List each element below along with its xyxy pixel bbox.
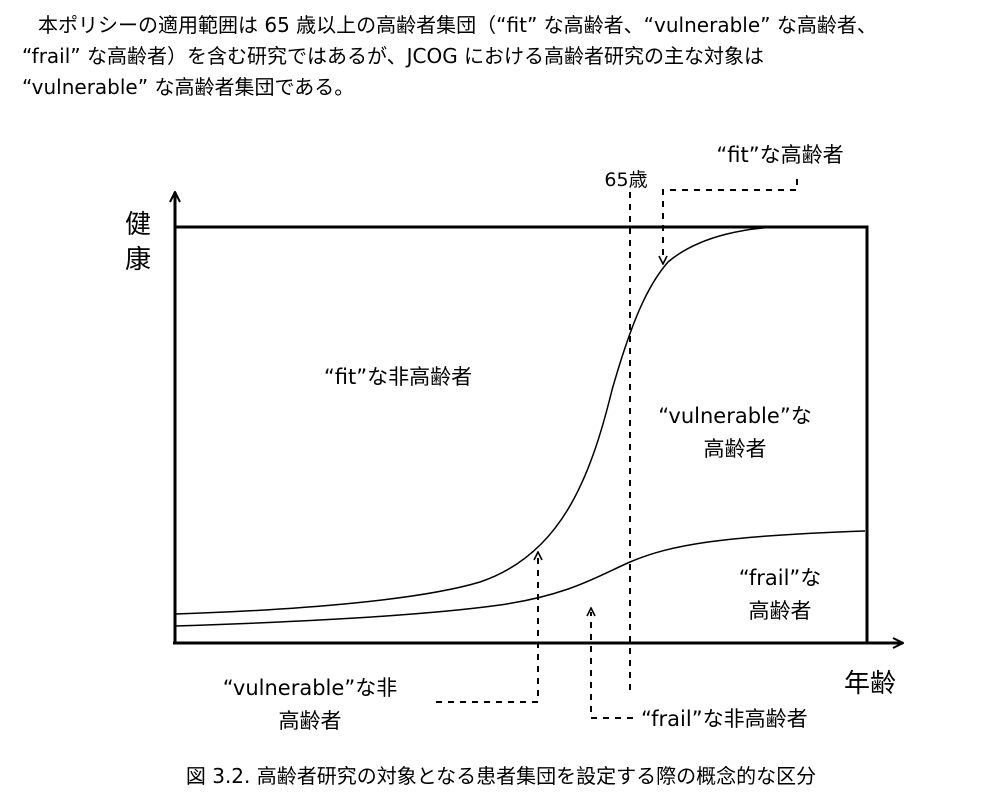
y-axis-label-char-2: 康 <box>125 245 151 275</box>
intro-paragraph: 本ポリシーの適用範囲は 65 歳以上の高齢者集団（“fit” な高齢者、“vul… <box>22 10 987 103</box>
figure-caption: 図 3.2. 高齢者研究の対象となる患者集団を設定する際の概念的な区分 <box>185 764 817 788</box>
frail-non-elderly-label: “frail”な非高齢者 <box>641 707 808 731</box>
frail-elderly-label-line-1: “frail”な <box>739 566 822 590</box>
fit-elderly-leader <box>663 179 798 260</box>
age-marker-label: 65歳 <box>604 169 647 191</box>
vulnerable-non-elderly-label-line-2: 高齢者 <box>279 709 342 733</box>
frail-elderly-label-line-2: 高齢者 <box>749 599 812 623</box>
frail-non-elderly-leader <box>591 612 633 719</box>
x-axis-label: 年齢 <box>844 669 896 699</box>
vulnerable-non-elderly-label-line-1: “vulnerable”な非 <box>223 676 397 700</box>
upper-curve <box>174 226 786 615</box>
vulnerable-elderly-label-line-2: 高齢者 <box>704 437 767 461</box>
paragraph-line-1: 本ポリシーの適用範囲は 65 歳以上の高齢者集団（“fit” な高齢者、“vul… <box>38 13 877 37</box>
fit-non-elderly-label: “fit”な非高齢者 <box>324 365 472 389</box>
paragraph-line-3: “vulnerable” な高齢者集団である。 <box>22 75 355 99</box>
fit-elderly-label: “fit”な高齢者 <box>716 143 843 167</box>
lower-curve <box>174 530 866 627</box>
y-axis-label-char-1: 健 <box>125 210 151 240</box>
vulnerable-elderly-label-line-1: “vulnerable”な <box>658 404 811 428</box>
paragraph-line-2: “frail” な高齢者）を含む研究ではあるが、JCOG における高齢者研究の主… <box>22 44 765 68</box>
vulnerable-non-elderly-leader <box>436 556 538 703</box>
